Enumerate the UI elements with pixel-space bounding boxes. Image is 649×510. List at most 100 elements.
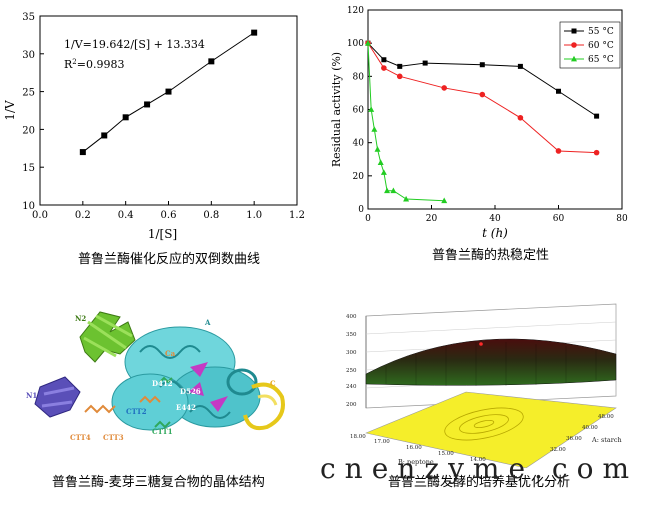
x-tick-3: 15.00 — [438, 451, 454, 457]
label-c: C — [270, 379, 276, 388]
series-point — [441, 85, 447, 91]
optimum-point — [479, 342, 483, 346]
series-line — [367, 42, 597, 117]
legend-label: 65 °C — [588, 55, 614, 65]
r-squared-label: R2=0.9983 — [64, 58, 124, 71]
y-tick-label: 20 — [353, 172, 365, 182]
data-point — [165, 88, 172, 95]
series-point — [381, 65, 387, 71]
c-domain-ribbon — [243, 382, 285, 431]
y-tick-label: 25 — [22, 88, 35, 99]
watermark-text: cnenzyme.com — [320, 452, 638, 485]
y-tick-label: 15 — [22, 163, 35, 174]
y-tick-label: 60 — [353, 106, 365, 116]
series-line — [367, 43, 445, 202]
label-n2: N2 — [75, 314, 86, 323]
series-point — [390, 187, 397, 194]
series-point — [422, 60, 428, 66]
lineweaver-burk-plot: 0.0 0.2 0.4 0.6 0.8 1.0 1.2 10 15 20 25 30 35 1/[S] 1/… — [3, 12, 305, 241]
z-tick-400: 400 — [346, 314, 357, 320]
y-tick-3: 32.00 — [550, 447, 566, 453]
data-point — [122, 114, 129, 121]
label-d526: D526 — [180, 387, 201, 396]
x-tick-label: 1.2 — [289, 210, 305, 221]
caption-crystal-structure: 普鲁兰酶-麦芽三糖复合物的晶体结构 — [52, 475, 265, 490]
thermostability-plot: 0 20 40 60 80 0 20 40 60 80 100 120 t (h) Residual ac… — [330, 6, 628, 240]
series-point — [397, 63, 403, 69]
x-tick-0: 18.00 — [350, 434, 366, 440]
label-ctt2: CTT2 — [126, 407, 147, 416]
z-tick-350: 350 — [346, 332, 357, 338]
y-axis-label: A: starch — [591, 436, 622, 444]
label-d412: D412 — [152, 379, 173, 388]
label-e442: E442 — [176, 403, 196, 412]
data-point — [144, 101, 151, 108]
x-tick-2: 16.00 — [406, 445, 422, 451]
x-axis-label: B: peptone — [398, 458, 434, 466]
y-axis-label: Residual activity (%) — [330, 52, 343, 167]
x-tick-label: 0 — [365, 214, 371, 224]
y-tick-label: 30 — [22, 50, 35, 61]
x-tick-label: 20 — [426, 214, 438, 224]
legend: 55 °C 60 °C 65 °C — [559, 21, 621, 69]
caption-thermostability: 普鲁兰酶的热稳定性 — [432, 248, 550, 263]
y-tick-label: 40 — [353, 139, 365, 149]
z-tick-300: 300 — [346, 350, 357, 356]
lineweaver-burk-chart: 0.0 0.2 0.4 0.6 0.8 1.0 1.2 10 15 20 25 30 35 1/[S] 1/… — [0, 0, 320, 250]
label-ca: Ca — [165, 349, 176, 358]
fit-equation: 1/V=19.642/[S] + 13.334 — [64, 38, 205, 51]
y-tick-0: 48.00 — [598, 414, 614, 420]
caption-lineweaver-burk: 普鲁兰酶催化反应的双倒数曲线 — [78, 252, 261, 267]
response-surface-mesh — [365, 338, 617, 386]
crystal-structure-image: N2 A Ca D412 D526 E442 CTT2 CTT1 N1 CTT4… — [0, 292, 310, 464]
crystal-structure-illustration: N2 A Ca D412 D526 E442 CTT2 CTT1 N1 CTT4… — [26, 311, 285, 442]
label-n1: N1 — [26, 391, 37, 400]
legend-swatch-marker — [571, 42, 577, 48]
series-point — [479, 91, 486, 98]
legend-swatch-marker — [571, 28, 577, 34]
legend-swatch-marker — [571, 55, 577, 62]
series-point — [396, 73, 403, 80]
response-surface-plot: 400 350 300 250 240 200 18.00 17.00 16.0… — [326, 296, 649, 469]
y-tick-label: 20 — [22, 125, 35, 136]
x-tick-1: 17.00 — [374, 439, 390, 445]
x-tick-label: 0.4 — [118, 210, 134, 221]
x-tick-label: 80 — [616, 214, 628, 224]
y-axis-label: 1/V — [3, 100, 17, 121]
series-point — [517, 63, 523, 69]
x-tick-label: 0.0 — [32, 210, 48, 221]
data-point — [79, 149, 86, 156]
n1-domain-ribbon — [34, 376, 81, 418]
series-point — [441, 197, 448, 204]
y-tick-2: 36.00 — [566, 436, 582, 442]
series-point — [368, 106, 375, 112]
series-point — [381, 57, 387, 63]
label-ctt1: CTT1 — [152, 427, 173, 436]
series-point — [380, 169, 387, 175]
series-point — [403, 195, 410, 202]
series-point — [556, 88, 561, 94]
response-surface-3d: 400 350 300 250 240 200 18.00 17.00 16.0… — [346, 303, 622, 469]
x-tick-label: 0.6 — [161, 210, 177, 221]
label-a: A — [204, 318, 211, 327]
x-tick-label: 60 — [553, 214, 565, 224]
x-tick-label: 40 — [489, 214, 501, 224]
series-point — [371, 126, 378, 132]
label-ctt4: CTT4 — [70, 433, 91, 442]
y-tick-label: 10 — [22, 201, 35, 212]
x-tick-label: 0.8 — [203, 210, 219, 221]
series-point — [374, 146, 381, 152]
legend-label: 60 °C — [588, 41, 614, 51]
data-point — [251, 29, 258, 36]
label-ctt3: CTT3 — [103, 433, 124, 442]
y-tick-label: 80 — [353, 72, 365, 82]
y-tick-label: 120 — [347, 6, 364, 16]
y-tick-label: 100 — [347, 39, 364, 49]
legend-label: 55 °C — [588, 27, 614, 37]
series-point — [555, 148, 562, 154]
data-point — [208, 58, 215, 65]
caption-response-surface: 普鲁兰酶发酵的培养基优化分析 — [388, 475, 571, 490]
series-point — [365, 39, 371, 46]
series-1 — [365, 40, 600, 156]
x-axis-label: t (h) — [482, 226, 508, 240]
